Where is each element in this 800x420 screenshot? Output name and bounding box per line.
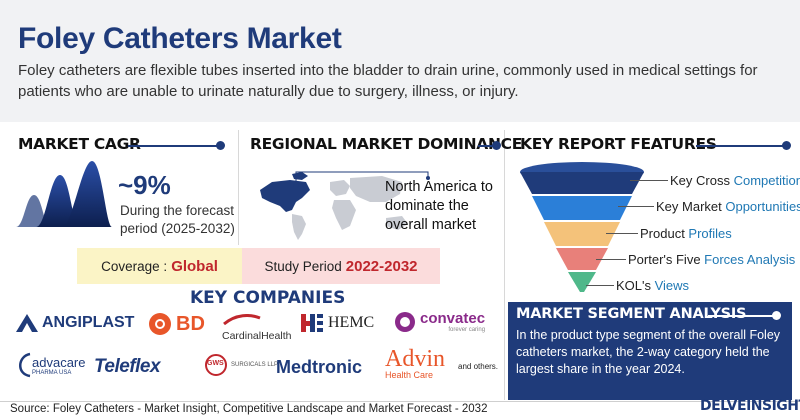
logo-medtronic: Medtronic (276, 357, 363, 377)
hemc-mark-icon (301, 314, 323, 332)
logo-hemc: HEMC (300, 313, 374, 333)
logo-angiplast: ANGIPLAST (14, 312, 134, 334)
header-band: Foley Catheters Market Foley catheters a… (0, 0, 800, 122)
feature-connector (630, 180, 668, 181)
logo-gws: GWS SURGICALS LLP (204, 353, 278, 377)
page-title: Foley Catheters Market (18, 22, 342, 55)
coverage-label: Coverage : (101, 258, 168, 274)
advacare-mark-icon (19, 352, 31, 378)
angiplast-mark-icon (16, 314, 38, 332)
footer-divider (0, 401, 800, 402)
segment-title-dot (772, 311, 781, 320)
brand-logo: DELVEINSIGHT (700, 398, 800, 414)
convatec-mark-icon (395, 311, 415, 332)
logo-convatec: convatec forever caring (394, 310, 485, 333)
source-text: Source: Foley Catheters - Market Insight… (10, 403, 488, 415)
logo-bd: BD (148, 312, 205, 336)
segment-analysis-panel: MARKET SEGMENT ANALYSIS In the product t… (508, 302, 792, 400)
segment-text: In the product type segment of the overa… (516, 328, 781, 376)
study-period-box: Study Period 2022-2032 (242, 248, 440, 284)
features-funnel-graphic (520, 162, 644, 292)
segment-title: MARKET SEGMENT ANALYSIS (516, 306, 747, 322)
logo-advacare: advacare PHARMA USA (14, 352, 85, 378)
feature-connector (606, 233, 638, 234)
study-period-label: Study Period (264, 258, 342, 274)
feature-connector (596, 259, 626, 260)
cardinal-swoosh-icon (223, 314, 261, 326)
funnel-segment (520, 172, 644, 194)
feature-item: KOL's Views (616, 278, 690, 293)
cagr-value: ~9% (118, 170, 171, 200)
world-map-icon (260, 171, 430, 240)
divider (504, 130, 505, 400)
funnel-segment (568, 272, 596, 292)
features-section-title: KEY REPORT FEATURES (520, 135, 717, 153)
feature-item: Product Profiles (640, 226, 732, 241)
page-description: Foley catheters are flexible tubes inser… (18, 62, 758, 100)
gws-mark-icon (205, 354, 227, 376)
others-text: and others. (458, 362, 499, 371)
companies-section-title: KEY COMPANIES (190, 288, 346, 308)
funnel-segment (544, 222, 620, 246)
segment-title-line (708, 315, 774, 317)
funnel-segment (556, 248, 608, 270)
divider (238, 130, 239, 245)
logo-teleflex: Teleflex (94, 356, 161, 377)
cagr-period-text: During the forecast period (2025-2032) (120, 203, 235, 236)
regional-title-dot (492, 141, 501, 150)
funnel-segment (532, 196, 632, 220)
regional-dominance-text: North America to dominate the overall ma… (385, 179, 493, 233)
logo-cardinal-health: CardinalHealth (222, 314, 291, 344)
regional-title-line (478, 145, 494, 147)
logo-advin: Advin Health Care (385, 346, 445, 380)
feature-connector (618, 206, 654, 207)
coverage-box: Coverage : Global (77, 248, 242, 284)
cagr-section-title: MARKET CAGR (18, 135, 141, 153)
study-period-value: 2022-2032 (345, 257, 418, 275)
bd-sun-icon (149, 313, 171, 335)
cagr-title-dot (216, 141, 225, 150)
cagr-wave-graphic (16, 161, 112, 227)
features-title-line (696, 145, 786, 147)
feature-item: Key Cross Competition (670, 173, 800, 188)
feature-item: Key Market Opportunities (656, 199, 800, 214)
feature-item: Porter's Five Forces Analysis (628, 252, 796, 267)
features-title-dot (782, 141, 791, 150)
coverage-value: Global (171, 257, 218, 275)
regional-section-title: REGIONAL MARKET DOMINANCE (250, 135, 522, 153)
feature-connector (586, 285, 614, 286)
cagr-title-line (128, 145, 220, 147)
